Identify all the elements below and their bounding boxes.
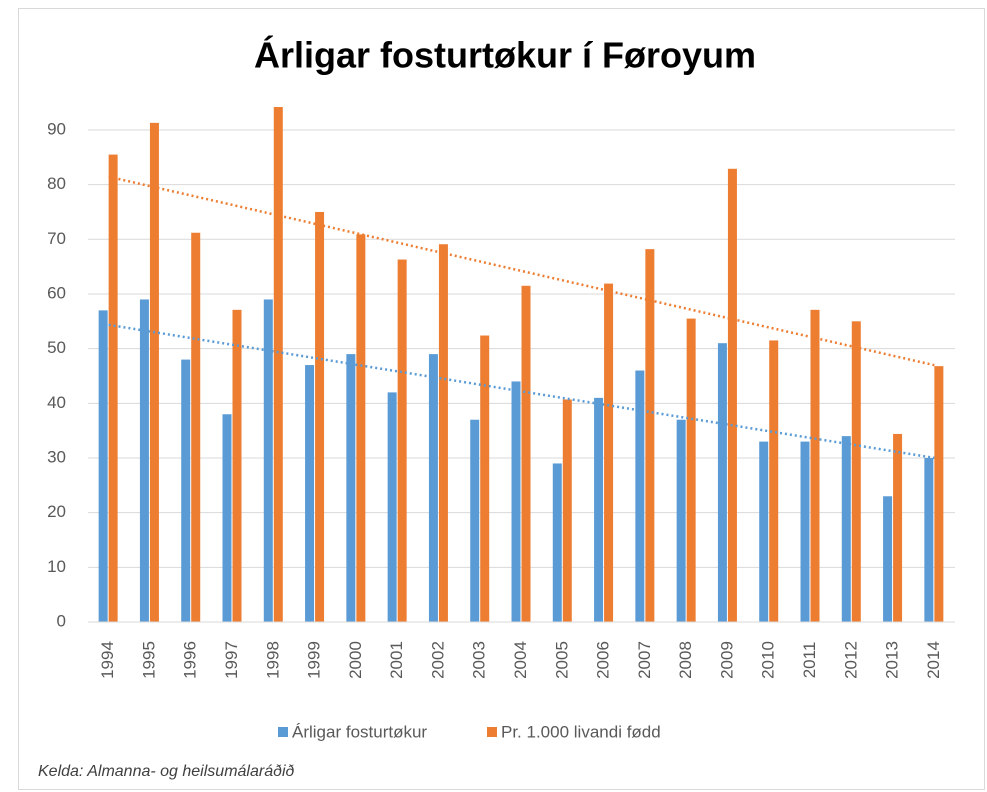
bar [841, 436, 851, 622]
bar [191, 232, 201, 622]
bar [676, 419, 686, 622]
bar [139, 299, 149, 622]
y-tick-label: 90 [47, 119, 66, 138]
chart-title: Árligar fosturtøkur í Føroyum [254, 35, 756, 76]
x-tick-label: 1999 [305, 641, 324, 679]
x-tick-label: 2001 [387, 641, 406, 679]
bar [356, 234, 366, 622]
bar [552, 463, 562, 622]
bar [851, 321, 861, 622]
y-tick-label: 20 [47, 502, 66, 521]
bar [263, 299, 273, 622]
legend-swatch [278, 727, 288, 737]
bar [428, 354, 438, 622]
bar [727, 168, 737, 622]
y-tick-label: 50 [47, 338, 66, 357]
bar [810, 309, 820, 622]
source-note: Kelda: Almanna- og heilsumálaráðið [38, 763, 295, 780]
bar [769, 340, 779, 622]
bar [305, 365, 315, 622]
bar [521, 285, 531, 622]
x-tick-label: 1998 [263, 641, 282, 679]
bar [717, 343, 727, 622]
bar [315, 211, 325, 622]
bar [438, 244, 448, 623]
x-tick-label: 2005 [552, 641, 571, 679]
x-tick-label: 1995 [139, 641, 158, 679]
bar [387, 392, 397, 622]
x-tick-label: 1997 [222, 641, 241, 679]
y-tick-label: 30 [47, 447, 66, 466]
bar [108, 154, 118, 622]
bar [759, 441, 769, 622]
bar [149, 122, 159, 622]
bar [645, 249, 655, 622]
chart-frame [18, 8, 985, 790]
bar [232, 309, 242, 622]
bar [480, 335, 490, 622]
bar [883, 496, 893, 622]
bar [273, 107, 283, 622]
bar [934, 366, 944, 622]
x-tick-label: 2009 [717, 641, 736, 679]
x-tick-label: 2002 [428, 641, 447, 679]
bar [635, 370, 645, 622]
trendline [108, 323, 935, 460]
bar [397, 259, 407, 622]
bar [686, 318, 696, 622]
bar [562, 399, 572, 622]
x-tick-label: 2000 [346, 641, 365, 679]
bar [604, 283, 614, 622]
legend-label: Árligar fosturtøkur [292, 722, 427, 741]
x-tick-label: 2012 [841, 641, 860, 679]
legend-label: Pr. 1.000 livandi fødd [501, 722, 661, 741]
bar [98, 310, 108, 622]
x-tick-label: 1994 [98, 641, 117, 679]
bar [346, 354, 356, 622]
bar [470, 419, 480, 622]
x-tick-label: 2013 [883, 641, 902, 679]
bar [181, 359, 191, 622]
bar [924, 457, 934, 622]
x-tick-label: 2006 [594, 641, 613, 679]
bar [222, 414, 232, 622]
x-tick-label: 2008 [676, 641, 695, 679]
y-tick-label: 10 [47, 557, 66, 576]
bar [594, 397, 604, 622]
x-tick-label: 2014 [924, 641, 943, 679]
trendline [108, 175, 935, 367]
bar [511, 381, 521, 622]
y-tick-label: 70 [47, 229, 66, 248]
x-tick-label: 2010 [759, 641, 778, 679]
x-tick-label: 1996 [181, 641, 200, 679]
legend-swatch [487, 727, 497, 737]
bar [800, 441, 810, 622]
x-tick-label: 2007 [635, 641, 654, 679]
y-tick-label: 60 [47, 283, 66, 302]
x-tick-label: 2004 [511, 641, 530, 679]
y-tick-label: 0 [57, 611, 66, 630]
y-tick-label: 40 [47, 393, 66, 412]
bar [893, 433, 903, 622]
y-tick-label: 80 [47, 174, 66, 193]
x-tick-label: 2003 [470, 641, 489, 679]
x-tick-label: 2011 [800, 642, 819, 679]
